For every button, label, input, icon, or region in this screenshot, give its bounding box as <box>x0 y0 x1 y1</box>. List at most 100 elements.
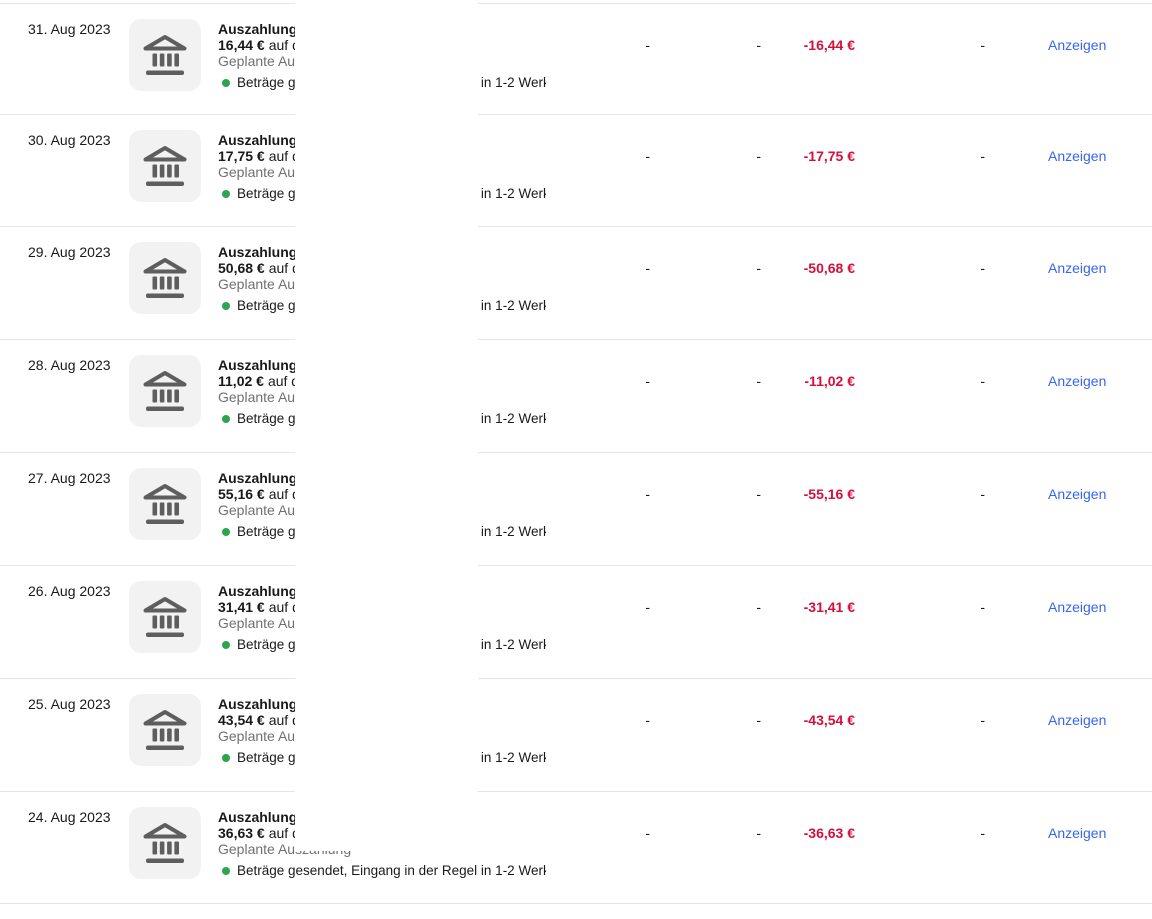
payout-date: 26. Aug 2023 <box>28 583 111 600</box>
payout-title: Auszahlung <box>218 470 298 487</box>
payout-title: Auszahlung <box>218 244 298 261</box>
payout-amount: 36,63 € <box>218 824 265 841</box>
payout-row: 26. Aug 2023 Auszahlung 31,41 € auf d Gep… <box>0 565 1152 678</box>
payout-date: 29. Aug 2023 <box>28 244 111 261</box>
net-amount: -11,02 € <box>804 373 855 390</box>
payout-amount-suffix: auf d <box>268 486 300 503</box>
redaction-overlay <box>295 3 478 851</box>
column-dash-2: - <box>756 824 761 841</box>
payout-status-line: Beträge gesendet, Eingang in der Regel i… <box>218 863 546 879</box>
bank-icon <box>129 355 201 428</box>
payout-amount-line: 17,75 € auf d <box>218 148 546 164</box>
view-link[interactable]: Anzeigen <box>1048 373 1107 390</box>
net-amount: -43,54 € <box>803 711 855 728</box>
green-dot-icon <box>222 528 230 537</box>
payout-title: Auszahlung <box>218 808 298 825</box>
column-dash-3: - <box>980 599 985 616</box>
column-dash-1: - <box>645 147 650 164</box>
payout-amount: 17,75 € <box>218 147 265 164</box>
payout-amount-suffix: auf d <box>268 260 300 277</box>
green-dot-icon <box>222 302 230 311</box>
view-link[interactable]: Anzeigen <box>1048 711 1107 728</box>
green-dot-icon <box>222 79 230 87</box>
net-amount: -50,68 € <box>803 260 855 277</box>
payout-rows: 31. Aug 2023 Auszahlung 16,44 € auf d Gep… <box>0 3 1152 904</box>
payout-amount-line: 50,68 € auf d <box>218 260 546 276</box>
column-dash-2: - <box>756 373 761 390</box>
payout-amount: 50,68 € <box>218 260 265 277</box>
bank-icon <box>129 19 201 91</box>
bank-icon <box>129 581 201 654</box>
view-link[interactable]: Anzeigen <box>1048 824 1107 841</box>
column-dash-3: - <box>980 711 985 728</box>
payout-transactions-table: 31. Aug 2023 Auszahlung 16,44 € auf d Gep… <box>0 3 1152 919</box>
payout-date: 28. Aug 2023 <box>28 357 111 374</box>
bank-icon <box>129 693 201 766</box>
column-dash-3: - <box>980 373 985 390</box>
bank-icon <box>129 468 201 541</box>
payout-row: 28. Aug 2023 Auszahlung 11,02 € auf d Gep… <box>0 339 1152 452</box>
payout-date: 31. Aug 2023 <box>28 21 111 37</box>
net-amount: -16,44 € <box>803 37 855 53</box>
payout-amount: 11,02 € <box>218 373 264 390</box>
net-amount: -55,16 € <box>803 486 855 503</box>
payout-amount-suffix: auf d <box>268 599 300 616</box>
bank-icon <box>129 242 201 315</box>
column-dash-3: - <box>980 147 985 164</box>
net-amount: -17,75 € <box>803 147 855 164</box>
green-dot-icon <box>222 753 230 762</box>
column-dash-1: - <box>645 599 650 616</box>
view-link[interactable]: Anzeigen <box>1048 37 1107 53</box>
view-link[interactable]: Anzeigen <box>1048 147 1107 164</box>
bank-icon <box>129 806 201 879</box>
column-dash-1: - <box>645 711 650 728</box>
payout-title: Auszahlung <box>218 357 298 374</box>
payout-row: 27. Aug 2023 Auszahlung 55,16 € auf d Gep… <box>0 452 1152 565</box>
payout-amount-suffix: auf d <box>268 711 300 728</box>
column-dash-1: - <box>645 373 650 390</box>
payout-amount: 16,44 € <box>218 37 265 53</box>
payout-details: Auszahlung 36,63 € auf d Geplante Auszahl… <box>218 809 546 879</box>
column-dash-2: - <box>756 37 761 53</box>
payout-date: 24. Aug 2023 <box>28 808 111 825</box>
payout-title: Auszahlung <box>218 695 298 712</box>
column-dash-2: - <box>756 260 761 277</box>
payout-amount: 55,16 € <box>218 486 265 503</box>
bank-icon <box>129 129 201 202</box>
column-dash-2: - <box>756 147 761 164</box>
payout-status-text: Beträge gesendet, Eingang in der Regel i… <box>237 862 546 878</box>
payout-amount-line: 31,41 € auf d <box>218 599 546 615</box>
payout-date: 25. Aug 2023 <box>28 695 111 712</box>
column-dash-3: - <box>980 37 985 53</box>
payout-amount: 43,54 € <box>218 711 265 728</box>
green-dot-icon <box>222 641 230 650</box>
payout-row: 25. Aug 2023 Auszahlung 43,54 € auf d Gep… <box>0 677 1152 791</box>
view-link[interactable]: Anzeigen <box>1048 599 1107 616</box>
column-dash-1: - <box>645 37 650 53</box>
column-dash-3: - <box>980 486 985 503</box>
payout-row: 30. Aug 2023 Auszahlung 17,75 € auf d Gep… <box>0 113 1152 227</box>
payout-amount-line: 16,44 € auf d <box>218 37 546 53</box>
payout-amount-suffix: auf d <box>268 37 300 53</box>
payout-amount-line: 55,16 € auf d <box>218 486 546 502</box>
payout-amount-line: 36,63 € auf d <box>218 825 546 841</box>
green-dot-icon <box>222 866 230 875</box>
view-link[interactable]: Anzeigen <box>1048 486 1107 503</box>
column-dash-2: - <box>756 486 761 503</box>
payout-row: 29. Aug 2023 Auszahlung 50,68 € auf d Gep… <box>0 226 1152 339</box>
payout-amount-suffix: auf d <box>267 373 300 390</box>
payout-date: 27. Aug 2023 <box>28 470 111 487</box>
payout-amount-line: 43,54 € auf d <box>218 712 546 728</box>
view-link[interactable]: Anzeigen <box>1048 260 1107 277</box>
payout-title: Auszahlung <box>218 583 298 600</box>
payout-title: Auszahlung <box>218 21 298 37</box>
column-dash-2: - <box>756 711 761 728</box>
payout-row: 31. Aug 2023 Auszahlung 16,44 € auf d Gep… <box>0 3 1152 114</box>
net-amount: -36,63 € <box>803 824 855 841</box>
green-dot-icon <box>222 189 230 198</box>
column-dash-1: - <box>645 260 650 277</box>
payout-amount-suffix: auf d <box>268 824 300 841</box>
net-amount: -31,41 € <box>803 599 855 616</box>
payout-amount: 31,41 € <box>218 599 265 616</box>
column-dash-2: - <box>756 599 761 616</box>
